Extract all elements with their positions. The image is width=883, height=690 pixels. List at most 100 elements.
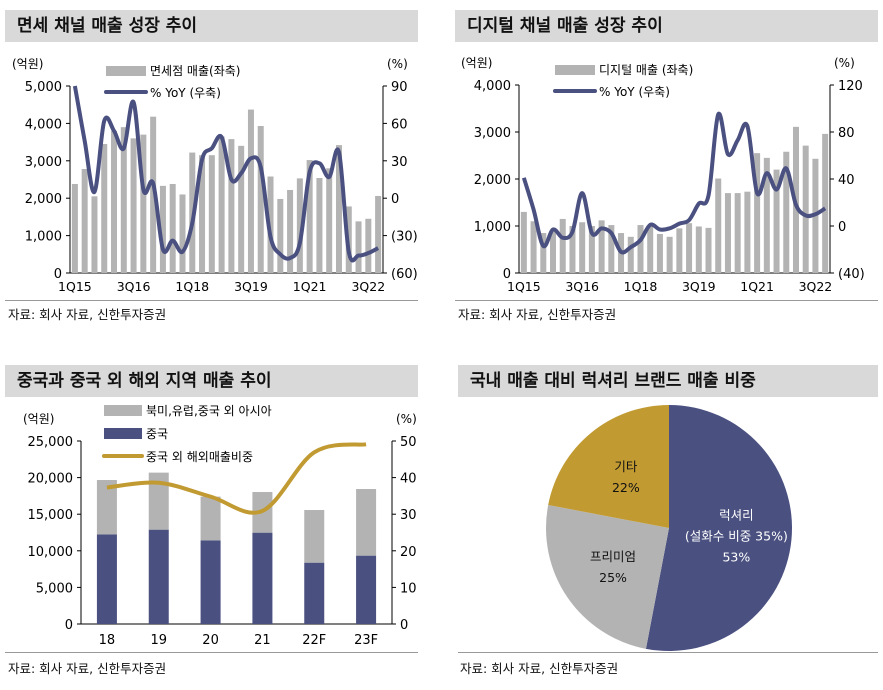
chart2-bar <box>637 225 644 273</box>
chart1-bar <box>120 127 127 273</box>
chart3-bar-china <box>304 562 325 624</box>
chart2-bar <box>579 222 586 273</box>
chart1-title: 면세 채널 매출 성장 추이 <box>5 10 418 42</box>
chart1-x-tick-label: 1Q15 <box>58 279 92 294</box>
chart2-bar <box>647 226 654 273</box>
chart1-y2-tick-label: 60 <box>391 117 408 132</box>
chart1-bar <box>257 126 264 273</box>
chart1-y2-label: (%) <box>387 57 408 71</box>
chart4-slice <box>548 405 669 528</box>
chart1-y2-tick-label: 0 <box>391 192 399 207</box>
chart2-yoy-line <box>521 111 827 255</box>
chart2-x-tick-label: 3Q16 <box>565 279 599 294</box>
chart2-x-tick-label: 1Q15 <box>507 279 541 294</box>
chart1-bar <box>238 145 245 273</box>
chart3-legend-line-label: 중국 외 해외매출비중 <box>146 450 253 464</box>
chart1-y-tick-label: 2,000 <box>25 192 62 207</box>
chart2-bar <box>695 226 702 273</box>
chart1-bar <box>130 138 137 273</box>
chart1-y-tick-label: 4,000 <box>25 117 62 132</box>
chart2-x-tick-label: 3Q22 <box>799 279 833 294</box>
chart4-title: 국내 매출 대비 럭셔리 브랜드 매출 비중 <box>458 365 878 397</box>
chart1-bar <box>179 194 186 273</box>
chart3-bar-other <box>304 510 325 563</box>
divider <box>455 300 878 301</box>
chart1-x-tick-label: 3Q16 <box>117 279 151 294</box>
chart3-bar-china <box>148 529 169 624</box>
chart2-bar <box>656 233 663 273</box>
chart3-y2-tick-label: 30 <box>400 508 417 523</box>
chart2-y-tick-label: 1,000 <box>474 220 511 235</box>
chart2-title: 디지털 채널 매출 성장 추이 <box>455 10 878 42</box>
chart1-bar <box>335 145 342 273</box>
chart1-bar <box>326 168 333 273</box>
chart3-bar-other <box>200 496 221 541</box>
chart2-y-tick-label: 3,000 <box>474 126 511 141</box>
chart4-slice-label: 25% <box>599 570 627 585</box>
chart3-y2-label: (%) <box>396 412 417 426</box>
chart1-bar <box>71 183 78 273</box>
chart1-bar <box>287 189 294 273</box>
chart2-y-tick-label: 2,000 <box>474 173 511 188</box>
chart2-bar <box>686 223 693 273</box>
chart3-x-tick-label: 22F <box>302 633 326 648</box>
chart1-y2-tick-label: (60) <box>391 267 418 282</box>
chart1-bar <box>316 178 323 273</box>
chart1-legend-bar-swatch <box>106 66 146 76</box>
chart1-bar <box>247 109 254 273</box>
chart3-bar-china <box>252 532 273 624</box>
chart3-y2-tick-label: 0 <box>400 618 408 633</box>
chart1-y2-tick-label: 30 <box>391 155 408 170</box>
chart2-y2-tick-label: 120 <box>838 79 863 94</box>
chart4-slice-label: (설화수 비중 35%) <box>685 528 788 543</box>
chart3-legend-other-label: 북미,유럽,중국 외 아시아 <box>146 404 272 418</box>
chart3-y-tick-label: 10,000 <box>28 545 74 560</box>
chart2-y2-tick-label: 40 <box>838 173 855 188</box>
chart2-y2-tick-label: (40) <box>838 267 865 282</box>
chart2-bar <box>588 226 595 273</box>
chart1-x-tick-label: 1Q18 <box>175 279 209 294</box>
chart2-bar <box>734 193 741 273</box>
divider <box>5 300 418 301</box>
chart1-bar <box>218 136 225 273</box>
chart3-share-line <box>106 442 367 515</box>
chart4-slice <box>645 404 792 651</box>
chart2-y-tick-label: 4,000 <box>474 79 511 94</box>
chart3-x-tick-label: 23F <box>354 633 378 648</box>
chart2-bar <box>627 236 634 273</box>
chart3-legend-china-label: 중국 <box>146 427 168 441</box>
chart1-y-tick-label: 5,000 <box>25 80 62 95</box>
chart1-x-tick-label: 1Q21 <box>293 279 327 294</box>
chart1-y-tick-label: 1,000 <box>25 230 62 245</box>
chart1-legend-line-label: % YoY (우축) <box>150 86 221 100</box>
chart1-y2-tick-label: (30) <box>391 230 418 245</box>
chart3-y2-tick-label: 40 <box>400 472 417 487</box>
chart2-bar <box>754 153 761 273</box>
source-note: 자료: 회사 자료, 신한투자증권 <box>458 307 617 322</box>
chart3-bar-china <box>96 534 117 624</box>
chart2-x-tick-label: 1Q18 <box>624 279 658 294</box>
chart1-bar <box>355 221 362 273</box>
chart2-bar <box>802 145 809 273</box>
chart3-bar-other <box>356 489 377 556</box>
chart3-bar-china <box>356 555 377 624</box>
chart2-bar <box>569 226 576 273</box>
chart1-y2-tick-label: 90 <box>391 80 408 95</box>
chart3-y-tick-label: 25,000 <box>28 435 74 450</box>
chart2-bar <box>676 228 683 273</box>
chart2-bar <box>559 218 566 273</box>
chart1-x-tick-label: 3Q22 <box>351 279 385 294</box>
chart2-bar <box>608 225 615 273</box>
chart2-legend-line-label: % YoY (우축) <box>599 85 670 99</box>
chart2-bar <box>666 236 673 273</box>
chart2-y2-tick-label: 0 <box>838 220 846 235</box>
chart2-bar <box>783 151 790 273</box>
chart2-x-tick-label: 1Q21 <box>740 279 774 294</box>
chart4-slice <box>546 504 669 649</box>
chart3-legend-china-swatch <box>104 428 142 439</box>
chart1-bar <box>91 196 98 273</box>
chart3-y2-tick-label: 10 <box>400 581 417 596</box>
chart3-y-tick-label: 0 <box>65 618 73 633</box>
chart2-bar <box>540 233 547 273</box>
